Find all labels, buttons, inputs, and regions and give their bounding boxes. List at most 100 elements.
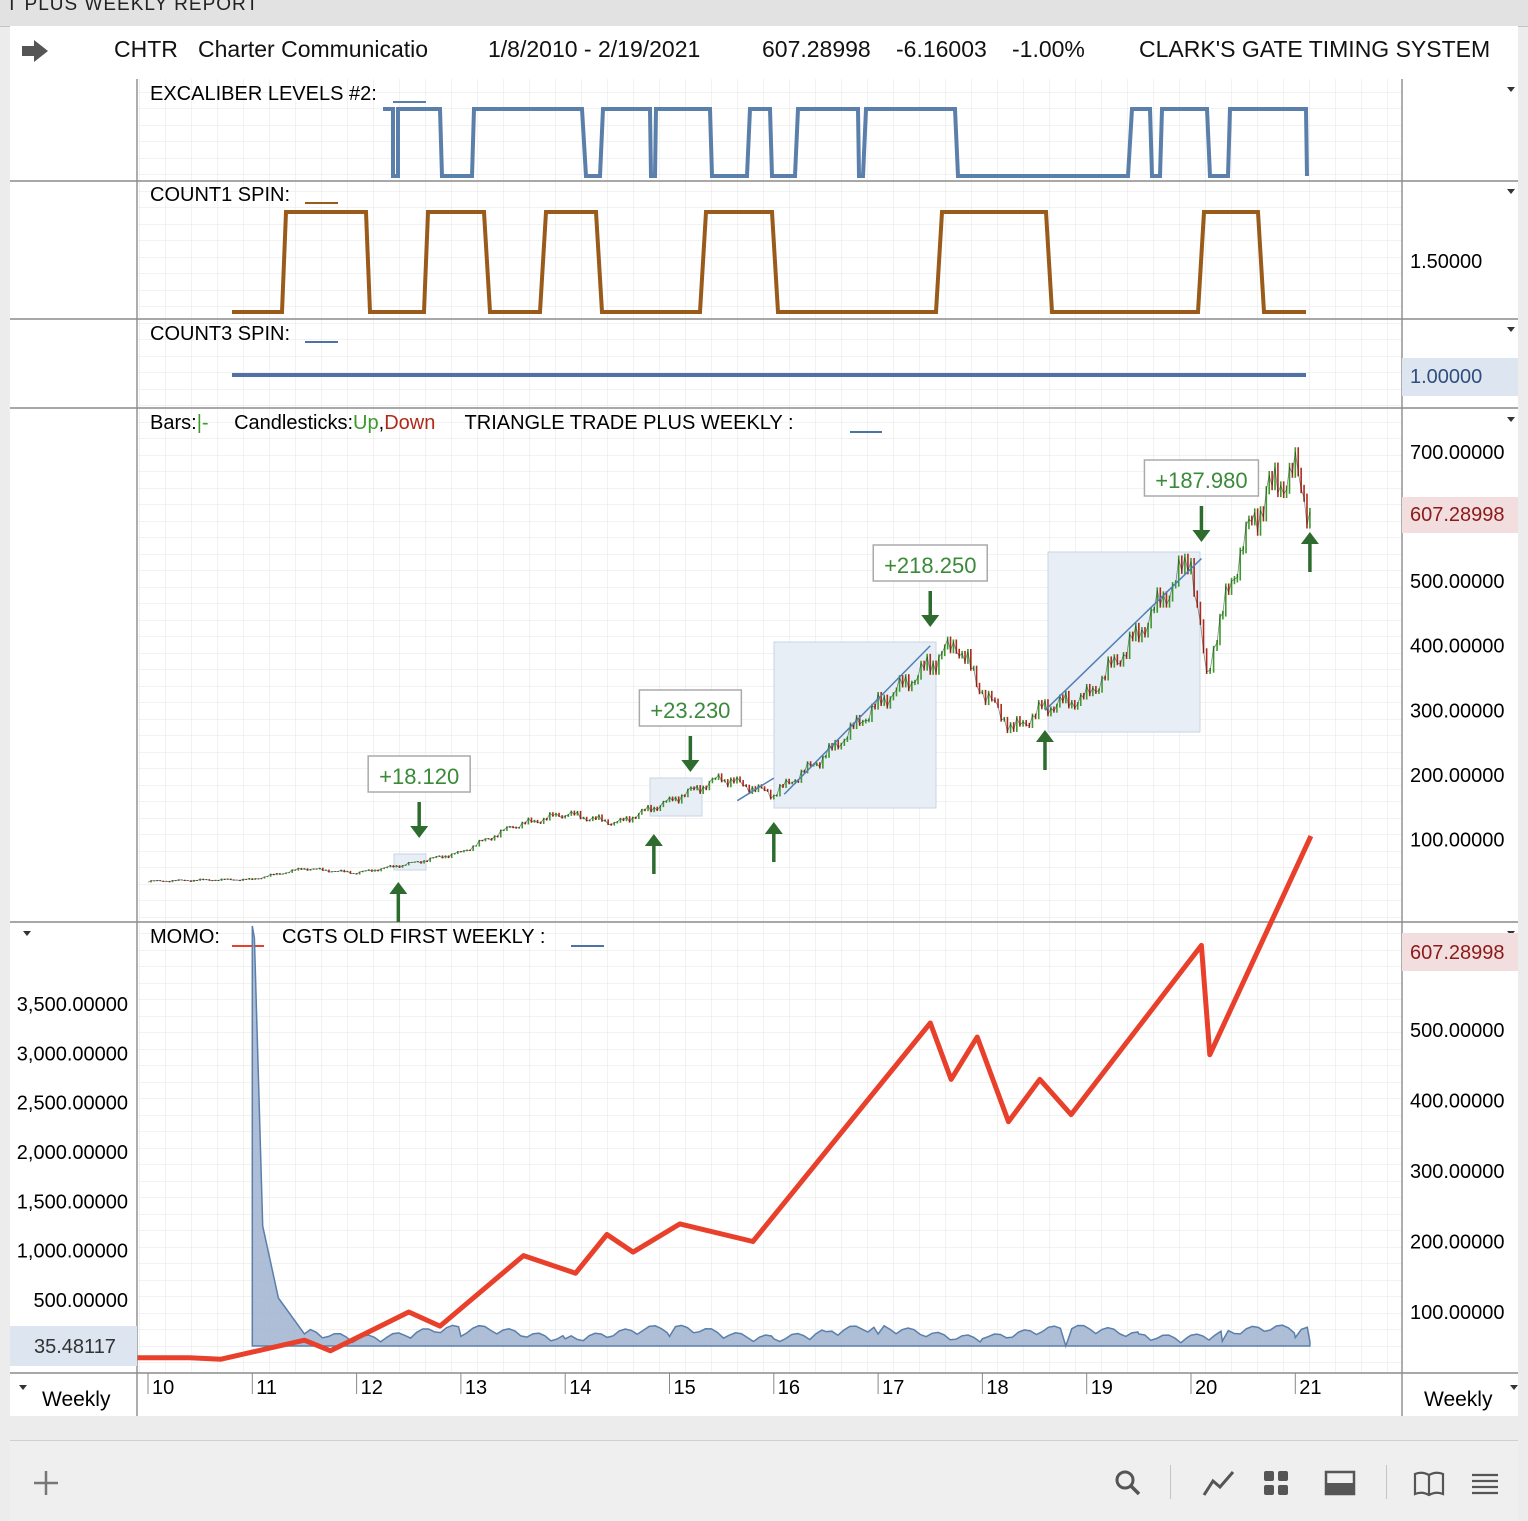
system-name: CLARK'S GATE TIMING SYSTEM <box>1139 36 1491 62</box>
trend-line <box>1044 558 1202 711</box>
momo-y-tick-label: 300.00000 <box>1410 1161 1505 1183</box>
price-y-tick-label: 300.00000 <box>1410 700 1505 722</box>
report-title: T PLUS WEEKLY REPORT <box>6 0 260 15</box>
count3-axis-label: 1.00000 <box>1410 366 1482 388</box>
x-tick-label: 21 <box>1299 1377 1321 1399</box>
chart-svg: EXCALIBER LEVELS #2: COUNT1 SPIN: 1.5000… <box>10 79 1518 1416</box>
trade-label: +23.230 <box>650 698 730 723</box>
x-tick-label: 15 <box>674 1377 696 1399</box>
cgts-y-tick-label: 3,000.00000 <box>17 1043 128 1065</box>
momo-left-axis: 500.00000 1,000.00000 1,500.00000 2,000.000… <box>17 994 128 1312</box>
x-tick-label: 16 <box>778 1377 800 1399</box>
price-y-tick-label: 700.00000 <box>1410 442 1505 464</box>
grid-icon[interactable] <box>1262 1469 1290 1497</box>
search-icon[interactable] <box>1114 1469 1142 1497</box>
count1-label: COUNT1 SPIN: <box>150 184 290 206</box>
trade-label-box <box>367 755 471 793</box>
x-tick-label: 20 <box>1195 1377 1217 1399</box>
cgts-y-tick-label: 2,500.00000 <box>17 1093 128 1115</box>
price-series <box>147 447 1311 883</box>
x-tick-label: 18 <box>986 1377 1008 1399</box>
buy-arrow-head <box>389 882 408 894</box>
triangle-trade-label: TRIANGLE TRADE PLUS WEEKLY : <box>465 412 794 434</box>
chart-area[interactable]: EXCALIBER LEVELS #2: COUNT1 SPIN: 1.5000… <box>10 76 1518 1416</box>
x-tick-label: 10 <box>152 1377 174 1399</box>
buy-arrow-head <box>764 822 783 834</box>
cgts-area <box>251 925 1311 1349</box>
momo-right-axis: 100.00000 200.00000 300.00000 400.00000 500.… <box>1410 1020 1505 1324</box>
momo-left-menu-icon[interactable] <box>23 931 31 936</box>
cgts-y-tick-label: 3,500.00000 <box>17 994 128 1016</box>
sell-arrow-head <box>1192 530 1211 542</box>
trade-label: +18.120 <box>379 764 459 789</box>
excaliber-line <box>383 107 1309 178</box>
symbol: CHTR <box>114 36 178 62</box>
trade-shading <box>393 551 1201 871</box>
x-tick-label: 13 <box>465 1377 487 1399</box>
excaliber-label: EXCALIBER LEVELS #2: <box>150 83 377 105</box>
down-label: Down <box>384 412 435 434</box>
plus-icon[interactable] <box>32 1469 60 1497</box>
price-badge-bg <box>1402 497 1518 533</box>
price-change-pct: -1.00% <box>1012 36 1085 62</box>
left-period-label[interactable]: Weekly <box>42 1388 111 1411</box>
price-y-tick-label: 500.00000 <box>1410 571 1505 593</box>
price-y-tick-label: 100.00000 <box>1410 829 1505 851</box>
menu-icon[interactable] <box>1470 1469 1500 1497</box>
right-period-label[interactable]: Weekly <box>1424 1388 1493 1411</box>
excaliber-menu-icon[interactable] <box>1507 87 1515 92</box>
cgts-y-tick-label: 2,000.00000 <box>17 1142 128 1164</box>
momo-legend: MOMO: CGTS OLD FIRST WEEKLY : <box>150 926 545 948</box>
price-change: -6.16003 <box>896 36 987 62</box>
candles-label: Candlesticks: <box>234 412 353 434</box>
momo-line <box>137 835 1314 1362</box>
trade-label: +187.980 <box>1155 468 1247 493</box>
book-icon[interactable] <box>1412 1469 1446 1497</box>
trade-label-box <box>1143 459 1260 497</box>
momo-price-badge: 607.28998 <box>1410 942 1505 964</box>
x-axis: 10 11 12 13 14 15 16 17 18 19 20 21 <box>147 1373 1322 1399</box>
price-badge: 607.28998 <box>1410 504 1505 526</box>
momo-series <box>137 835 1314 1362</box>
company-name: Charter Communicatio <box>198 36 429 62</box>
right-period-menu-icon[interactable] <box>1510 1385 1518 1390</box>
cgts-badge-bg <box>10 1326 137 1366</box>
panel-icon[interactable] <box>1324 1469 1356 1497</box>
price-y-tick-label: 400.00000 <box>1410 636 1505 658</box>
cgts-series <box>251 925 1311 1349</box>
count1-menu-icon[interactable] <box>1507 189 1515 194</box>
count3-menu-icon[interactable] <box>1507 327 1515 332</box>
price-y-axis: 100.00000 200.00000 300.00000 400.00000 500.… <box>1410 442 1505 851</box>
count3-badge <box>1402 358 1518 396</box>
x-tick-label: 17 <box>882 1377 904 1399</box>
momo-y-tick-label: 500.00000 <box>1410 1020 1505 1042</box>
x-tick-label: 12 <box>361 1377 383 1399</box>
report-title-bar: T PLUS WEEKLY REPORT <box>0 0 1528 27</box>
buy-arrow-head <box>1035 730 1054 742</box>
momo-y-tick-label: 100.00000 <box>1410 1302 1505 1324</box>
chart-line-icon[interactable] <box>1202 1469 1236 1497</box>
trend-line <box>783 645 931 795</box>
momo-label: MOMO: <box>150 926 220 948</box>
arrow-right-icon[interactable] <box>20 38 50 64</box>
cgts-y-tick-label: 500.00000 <box>33 1290 128 1312</box>
trade-label: +218.250 <box>884 553 976 578</box>
price-legend: Bars:|- Candlesticks:Up,Down TRIANGLE TR… <box>150 412 794 434</box>
cgts-y-tick-label: 1,500.00000 <box>17 1191 128 1213</box>
sell-arrow-head <box>681 760 700 772</box>
date-range: 1/8/2010 - 2/19/2021 <box>488 36 701 62</box>
quote-header: CHTR Charter Communicatio 1/8/2010 - 2/1… <box>10 26 1518 77</box>
cgts-left-badge: 35.48117 <box>34 1336 116 1358</box>
sell-arrow-head <box>921 615 940 627</box>
bars-glyph: |- <box>197 412 209 434</box>
cgts-y-tick-label: 1,000.00000 <box>17 1241 128 1263</box>
momo-y-tick-label: 400.00000 <box>1410 1091 1505 1113</box>
trade-label-box <box>872 544 988 582</box>
up-label: Up <box>353 412 379 434</box>
price-menu-icon[interactable] <box>1507 417 1515 422</box>
momo-badge-bg <box>1402 933 1518 971</box>
left-period-menu-icon[interactable] <box>19 1385 27 1390</box>
last-price: 607.28998 <box>762 36 871 62</box>
bars-label: Bars: <box>150 412 197 434</box>
bottom-toolbar <box>10 1440 1518 1521</box>
